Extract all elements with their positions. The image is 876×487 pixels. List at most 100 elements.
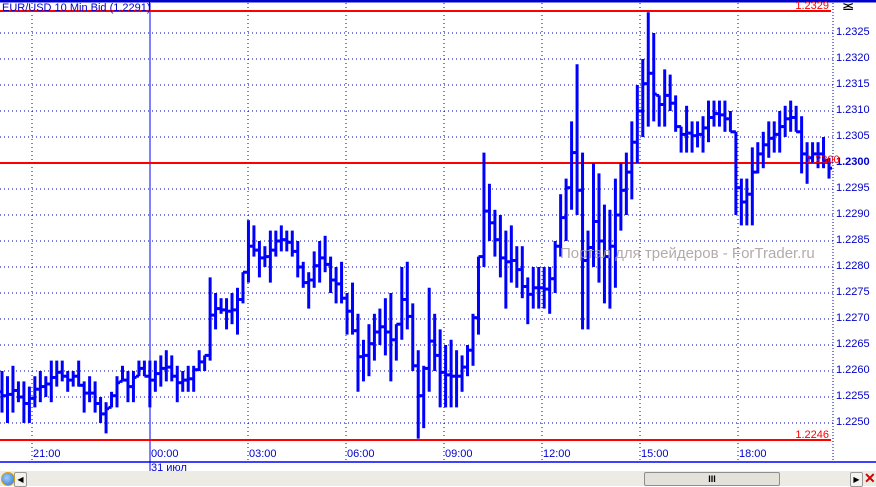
y-tick-label: 1.2325 <box>836 26 870 38</box>
ohlc-bar <box>344 293 351 335</box>
x-tick-label: 00:00 <box>151 448 179 460</box>
ohlc-bar <box>354 313 361 392</box>
ohlc-bar <box>130 371 137 403</box>
level-lines <box>0 10 831 441</box>
ohlc-bar <box>727 111 734 134</box>
ohlc-bar <box>480 152 487 267</box>
ohlc-bar <box>710 100 717 127</box>
ohlc-bar <box>157 355 164 387</box>
ohlc-bar <box>124 371 131 403</box>
y-tick-label: 1.2305 <box>836 130 870 142</box>
ohlc-bar <box>442 345 449 408</box>
horizontal-scrollbar[interactable]: ◀ III ▶ <box>0 471 876 487</box>
ohlc-bar <box>398 267 405 340</box>
close-x-icon[interactable]: ✕ <box>864 470 876 486</box>
ohlc-bar <box>546 267 553 314</box>
ohlc-bar <box>519 246 526 299</box>
ohlc-bar <box>168 355 175 382</box>
ohlc-bar <box>409 303 416 371</box>
ohlc-bar <box>26 386 33 423</box>
ohlc-bars <box>0 12 832 439</box>
scroll-left-button[interactable]: ◀ <box>14 472 27 487</box>
ohlc-bar <box>70 371 77 387</box>
ohlc-bar <box>524 277 531 325</box>
ohlc-bar <box>382 298 389 356</box>
ohlc-bar <box>453 350 460 408</box>
scroll-thumb[interactable]: III <box>644 472 780 486</box>
y-tick-label: 1.2315 <box>836 78 870 90</box>
ohlc-bar <box>568 121 575 210</box>
globe-icon[interactable] <box>1 472 15 486</box>
chart-title: EUR/USD 10 Min Bid (1.2291) <box>2 2 151 14</box>
ohlc-bar <box>645 12 652 127</box>
x-tick-label: 15:00 <box>641 448 669 460</box>
y-tick-label: 1.2250 <box>836 416 870 428</box>
ohlc-bar <box>612 178 619 288</box>
title-box <box>0 0 150 11</box>
ohlc-bar <box>86 376 93 403</box>
ohlc-bar <box>376 308 383 345</box>
ohlc-bar <box>42 376 49 397</box>
ohlc-bar <box>218 298 225 314</box>
ohlc-bar <box>212 293 219 330</box>
ohlc-bar <box>15 381 22 403</box>
y-tick-label: 1.2300 <box>836 156 870 168</box>
ohlc-bar <box>475 255 482 335</box>
ohlc-bar <box>371 313 378 361</box>
ohlc-bar <box>694 121 701 148</box>
ohlc-bar <box>294 241 301 278</box>
x-tick-label: 18:00 <box>739 448 767 460</box>
ohlc-bar <box>459 355 466 392</box>
ohlc-bar <box>146 360 153 408</box>
ohlc-bar <box>81 381 88 413</box>
level-label: 1.2300 <box>806 154 840 166</box>
y-tick-label: 1.2290 <box>836 208 870 220</box>
ohlc-bar <box>20 381 27 423</box>
x-tick-label: 12:00 <box>543 448 571 460</box>
ohlc-bar <box>513 246 520 288</box>
ohlc-bar <box>190 365 197 392</box>
ohlc-bar <box>278 225 285 252</box>
ohlc-bar <box>245 220 252 283</box>
y-tick-label: 1.2295 <box>836 182 870 194</box>
ohlc-bar <box>437 329 444 408</box>
ohlc-bar <box>716 100 723 127</box>
ohlc-bar <box>179 371 186 392</box>
scroll-right-button[interactable]: ▶ <box>850 472 863 487</box>
ohlc-bar <box>9 365 16 413</box>
ohlc-bar <box>338 261 345 304</box>
ohlc-bar <box>152 360 159 392</box>
ohlc-bar <box>349 282 356 335</box>
level-label: 1.2246 <box>795 429 829 441</box>
ohlc-bar <box>563 178 570 241</box>
ohlc-bar <box>765 121 772 158</box>
ohlc-bar <box>683 105 690 153</box>
ohlc-bar <box>574 64 581 215</box>
ohlc-bar <box>31 376 38 408</box>
ohlc-bar <box>393 322 400 361</box>
ohlc-bar <box>776 111 783 153</box>
ohlc-bar <box>678 125 685 153</box>
ohlc-bar <box>782 105 789 137</box>
grid-lines <box>0 3 833 471</box>
ohlc-bar <box>305 272 312 309</box>
x-tick-label: 06:00 <box>347 448 375 460</box>
ohlc-bar <box>267 230 274 283</box>
ohlc-bar <box>185 365 192 392</box>
zoom-cursor-icon[interactable]: ≥≤ <box>843 1 853 13</box>
ohlc-bar <box>196 350 203 372</box>
y-tick-label: 1.2280 <box>836 260 870 272</box>
ohlc-bar <box>64 371 71 392</box>
y-tick-label: 1.2265 <box>836 338 870 350</box>
ohlc-bar <box>530 267 537 309</box>
ohlc-bar <box>656 93 663 127</box>
ohlc-bar <box>705 100 712 143</box>
ohlc-bar <box>174 365 181 403</box>
ohlc-bar <box>634 85 641 163</box>
ohlc-bar <box>0 371 5 413</box>
ohlc-bar <box>97 397 104 423</box>
ohlc-bar <box>639 59 646 137</box>
y-tick-label: 1.2275 <box>836 286 870 298</box>
ohlc-bar <box>732 130 739 215</box>
